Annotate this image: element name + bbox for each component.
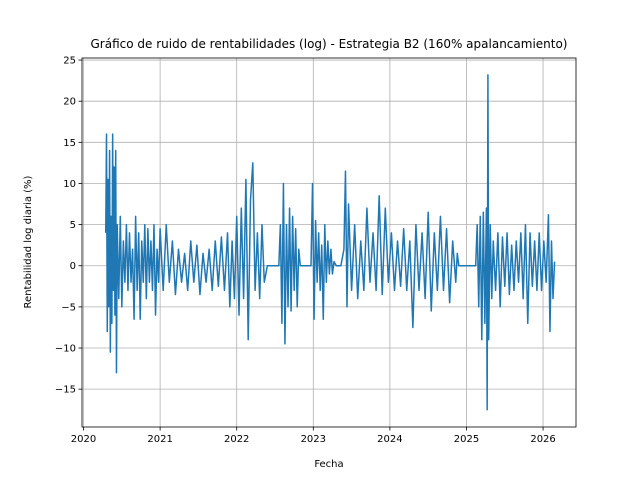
- x-tick-label: 2024: [377, 434, 402, 445]
- y-tick-label: −5: [61, 302, 76, 313]
- y-tick-label: −10: [55, 344, 76, 355]
- chart-title: Gráfico de ruido de rentabilidades (log)…: [91, 37, 568, 51]
- x-tick-label: 2026: [530, 434, 555, 445]
- y-tick-label: 25: [63, 56, 76, 67]
- x-tick-label: 2022: [224, 434, 249, 445]
- x-tick-label: 2020: [71, 434, 96, 445]
- y-tick-label: 10: [63, 179, 76, 190]
- x-tick-label: 2025: [454, 434, 479, 445]
- y-tick-label: 5: [70, 220, 76, 231]
- x-tick-label: 2023: [301, 434, 326, 445]
- y-axis-label: Rentabilidad log diaria (%): [23, 175, 34, 308]
- y-tick-label: 15: [63, 138, 76, 149]
- x-axis-label: Fecha: [314, 459, 343, 470]
- data-line: [104, 74, 556, 411]
- x-tick-label: 2021: [147, 434, 172, 445]
- y-tick-label: 20: [63, 97, 76, 108]
- y-tick-label: −15: [55, 385, 76, 396]
- plot-frame: [81, 57, 577, 428]
- y-tick-label: 0: [70, 261, 76, 272]
